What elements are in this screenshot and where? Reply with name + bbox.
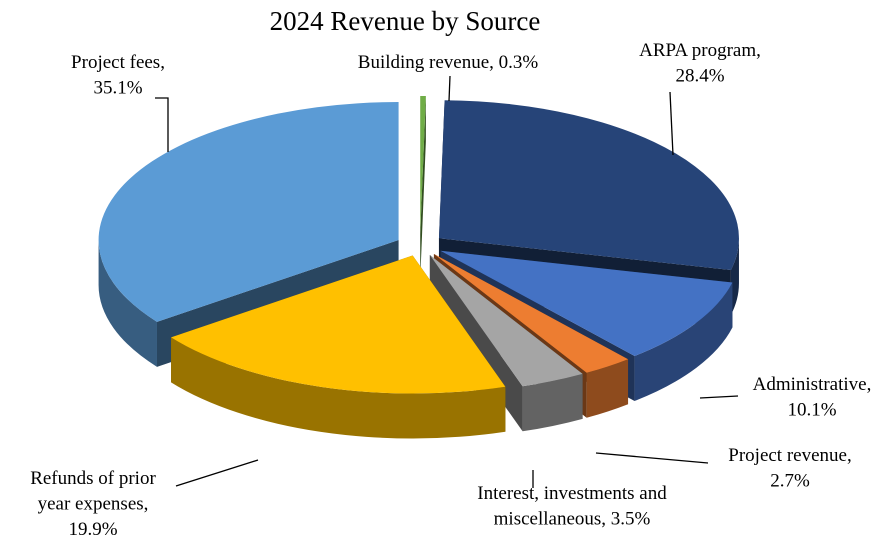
data-label: Project fees, 35.1%: [71, 52, 165, 99]
slice: [440, 250, 733, 356]
data-label: Refunds of prior year expenses, 19.9%: [30, 468, 156, 540]
data-label-line: Administrative,: [753, 374, 872, 395]
leader-line: [448, 75, 451, 102]
slice-side: [586, 359, 629, 418]
data-label: ARPA program, 28.4%: [639, 40, 761, 87]
data-label: Building revenue, 0.3%: [358, 52, 539, 73]
data-label-line: Project fees,: [71, 52, 165, 73]
data-label-line: Refunds of prior: [30, 468, 156, 489]
leader-line: [669, 91, 674, 156]
slice-side: [522, 373, 583, 432]
data-labels: Building revenue, 0.3% ARPA program, 28.4%…: [30, 40, 871, 540]
leader-line: [595, 452, 709, 464]
slice: [171, 255, 506, 394]
slice-side: [420, 95, 426, 279]
data-label-line: 19.9%: [68, 519, 117, 540]
slice-group: [171, 255, 506, 439]
chart-title: 2024 Revenue by Source: [270, 6, 541, 36]
data-label-line: year expenses,: [38, 494, 149, 515]
pie: [98, 95, 739, 439]
data-label-line: Project revenue,: [728, 445, 851, 466]
data-label-line: Interest, investments and: [477, 483, 667, 504]
data-label-line: miscellaneous, 3.5%: [494, 509, 651, 530]
leader-line: [155, 97, 169, 152]
slice-group: [420, 95, 426, 279]
data-label-line: ARPA program,: [639, 40, 761, 61]
data-label-line: 2.7%: [770, 471, 810, 492]
leader-line: [699, 395, 739, 399]
slice: [438, 100, 739, 271]
slice: [98, 102, 399, 322]
data-label-line: 28.4%: [675, 66, 724, 87]
leader-lines: [155, 75, 739, 488]
leader-line: [175, 459, 259, 487]
data-label-line: Building revenue, 0.3%: [358, 52, 539, 73]
data-label-line: 35.1%: [93, 78, 142, 99]
slice: [429, 255, 583, 387]
slice: [420, 95, 426, 234]
slice-side: [171, 337, 506, 439]
data-label: Interest, investments and miscellaneous, …: [477, 483, 667, 530]
data-label: Administrative, 10.1%: [753, 374, 872, 421]
slice-side: [98, 240, 157, 367]
slice-side: [634, 282, 733, 401]
slice: [433, 253, 629, 373]
data-label: Project revenue, 2.7%: [728, 445, 851, 492]
data-label-line: 10.1%: [787, 400, 836, 421]
slice-side: [730, 238, 739, 316]
